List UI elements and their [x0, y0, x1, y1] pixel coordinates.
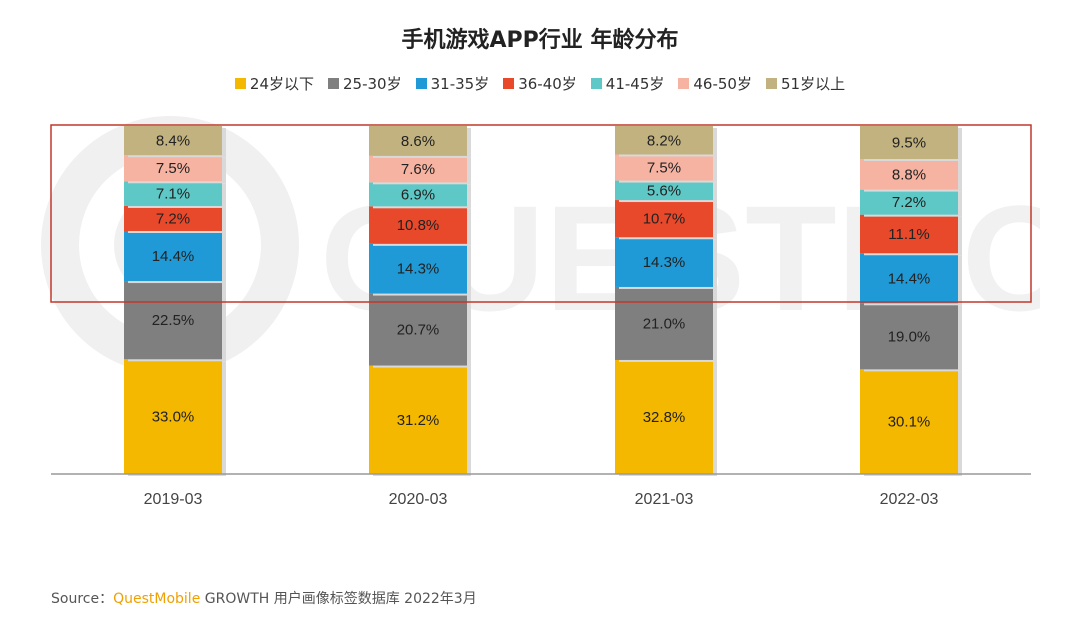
legend-item: 31-35岁 — [415, 73, 490, 94]
bar-segment — [860, 369, 958, 474]
data-label: 6.9% — [401, 186, 435, 203]
legend-label: 25-30岁 — [343, 75, 402, 93]
x-tick-label: 2021-03 — [635, 491, 694, 508]
data-label: 30.1% — [888, 414, 931, 431]
legend-item: 36-40岁 — [503, 73, 577, 94]
bar-segment — [860, 159, 958, 190]
bar-segment — [860, 253, 958, 304]
data-label: 22.5% — [152, 312, 195, 329]
data-label: 31.2% — [397, 412, 440, 429]
data-label: 20.7% — [397, 322, 440, 339]
legend-label: 36-40岁 — [518, 75, 577, 93]
bar-segment — [369, 243, 467, 294]
bar-segment — [369, 293, 467, 366]
bar-segment — [860, 214, 958, 254]
legend-label: 46-50岁 — [693, 75, 752, 93]
data-label: 14.4% — [888, 270, 931, 287]
x-tick-label: 2022-03 — [880, 491, 939, 508]
legend-label: 51岁以上 — [780, 75, 846, 93]
data-label: 11.1% — [888, 226, 929, 243]
legend-item: 51岁以上 — [765, 73, 846, 94]
legend-label: 31-35岁 — [430, 75, 490, 93]
legend-item: 25-30岁 — [328, 73, 402, 94]
bar-segment — [124, 359, 222, 474]
data-label: 5.6% — [647, 182, 681, 199]
data-label: 21.0% — [643, 315, 686, 332]
bar-segment — [124, 230, 222, 282]
bar-segment — [124, 155, 222, 182]
data-label: 8.8% — [892, 166, 926, 183]
bar-segment — [615, 180, 713, 201]
bar-segment — [860, 189, 958, 215]
x-tick-label: 2019-03 — [144, 491, 203, 508]
data-label: 8.4% — [156, 133, 190, 150]
bar-segment — [615, 126, 713, 155]
x-tick-label: 2020-03 — [389, 491, 448, 508]
stacked-bar-chart: 33.0% 22.5% 14.4% 7.2% 7.1% 7.5% 8.4% 2019-03 31… — [50, 124, 1032, 508]
bar-segment — [860, 303, 958, 370]
bar-segment — [860, 126, 958, 160]
bar-segment — [615, 359, 713, 474]
legend-swatch — [503, 78, 515, 89]
bar-segment — [369, 182, 467, 207]
bar-segment — [124, 281, 222, 360]
bar-segment — [124, 181, 222, 206]
data-label: 14.4% — [152, 248, 195, 265]
data-label: 7.5% — [647, 160, 681, 177]
legend-swatch — [234, 78, 246, 89]
data-label: 7.1% — [156, 186, 190, 203]
bar-segment — [615, 237, 713, 287]
legend-swatch — [765, 78, 777, 89]
data-label: 32.8% — [643, 409, 686, 426]
bar-segment — [124, 205, 222, 231]
data-label: 7.5% — [156, 160, 190, 177]
data-label: 19.0% — [888, 328, 931, 345]
legend-swatch — [590, 78, 602, 89]
chart-legend: 24岁以下 25-30岁 31-35岁 36-40岁 41-45岁 46-50岁 51岁以上 — [0, 73, 1080, 94]
data-label: 7.2% — [892, 194, 926, 211]
source-brand: QuestMobile — [113, 591, 201, 607]
source-suffix: GROWTH 用户画像标签数据库 2022年3月 — [200, 591, 477, 607]
source-prefix: Source： — [51, 591, 114, 607]
bar-segment — [369, 126, 467, 156]
legend-swatch — [328, 78, 340, 89]
legend-swatch — [415, 78, 427, 89]
bar-segment — [615, 154, 713, 181]
bar-segment — [124, 126, 222, 156]
bar-segment — [615, 286, 713, 360]
data-label: 7.2% — [156, 210, 190, 227]
data-label: 14.3% — [643, 254, 686, 271]
legend-item: 46-50岁 — [678, 73, 752, 94]
legend-label: 41-45岁 — [605, 75, 665, 93]
data-label: 14.3% — [397, 261, 440, 278]
data-label: 9.5% — [892, 135, 926, 152]
chart-title: 手机游戏APP行业 年龄分布 — [401, 28, 679, 53]
data-label: 8.2% — [647, 132, 681, 149]
bar-segment — [369, 155, 467, 183]
data-label: 33.0% — [152, 409, 195, 426]
legend-label: 24岁以下 — [249, 75, 315, 93]
bar-segment — [615, 200, 713, 238]
bar-segment — [369, 206, 467, 244]
source-note: Source：QuestMobile GROWTH 用户画像标签数据库 2022… — [51, 588, 477, 608]
data-label: 10.8% — [397, 217, 440, 234]
legend-item: 41-45岁 — [590, 73, 665, 94]
legend-item: 24岁以下 — [234, 73, 315, 94]
data-label: 8.6% — [401, 133, 435, 150]
legend-swatch — [678, 78, 690, 89]
highlight-box — [50, 124, 1032, 303]
data-label: 10.7% — [643, 211, 686, 228]
bar-segment — [369, 365, 467, 474]
data-label: 7.6% — [401, 161, 435, 178]
